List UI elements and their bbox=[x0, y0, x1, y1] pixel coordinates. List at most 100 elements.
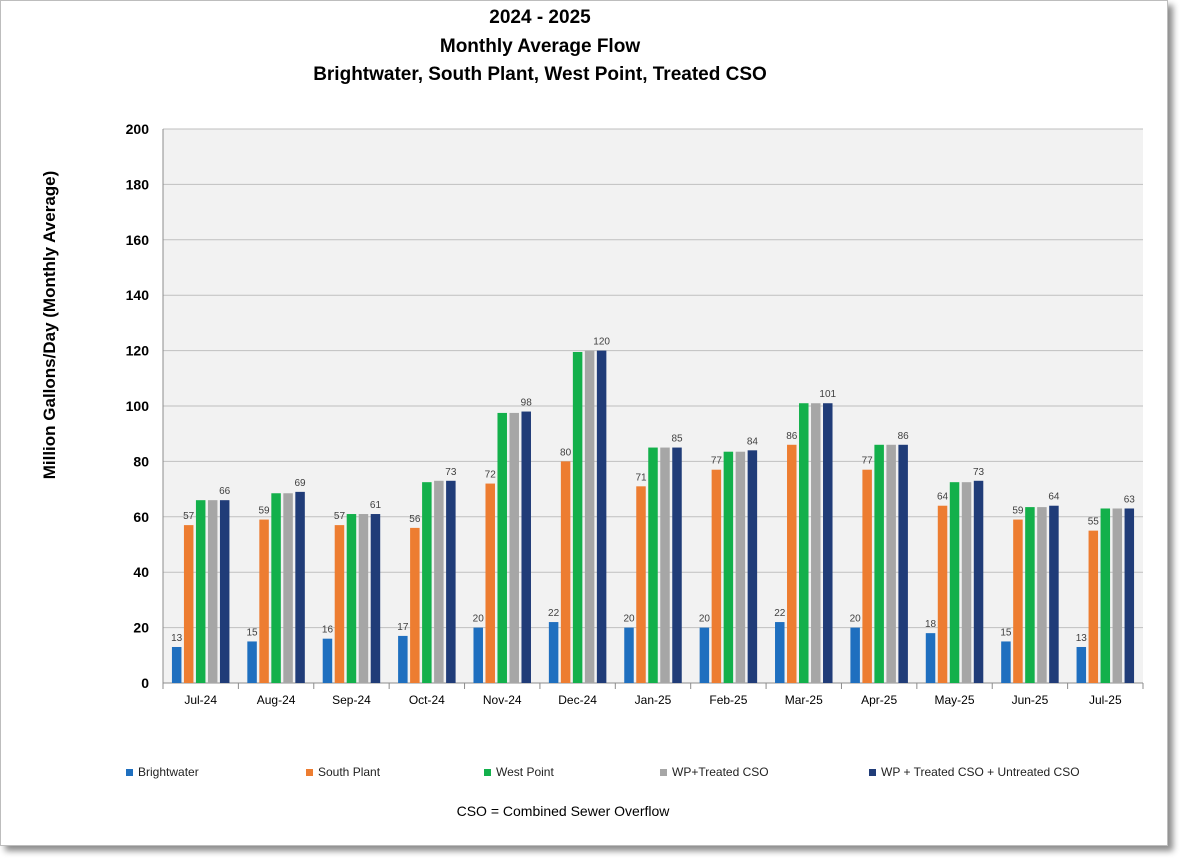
bar-wp-treated-cso bbox=[283, 493, 293, 683]
bar-west-point bbox=[497, 412, 507, 683]
bar-west-point bbox=[271, 493, 281, 683]
data-label: 64 bbox=[937, 492, 949, 503]
chart-title-line-2: Monthly Average Flow bbox=[439, 36, 641, 57]
bar-brightwater bbox=[398, 635, 408, 683]
data-label: 13 bbox=[171, 633, 183, 644]
bar-south-plant bbox=[636, 486, 646, 683]
data-label: 64 bbox=[1048, 492, 1060, 503]
bar-wp-treated-cso bbox=[584, 350, 595, 683]
data-label: 18 bbox=[925, 619, 937, 630]
bar-south-plant bbox=[711, 469, 722, 683]
y-tick-label: 180 bbox=[126, 176, 150, 192]
bar-brightwater bbox=[624, 627, 634, 683]
bar-wp-treated-cso-untreated-cso bbox=[596, 350, 607, 683]
bar-west-point bbox=[874, 444, 884, 683]
chart-plot: 0 20 40 60 80 100 120 140 160 180 200 Jul-24 Aug-24 S… bbox=[126, 121, 1144, 707]
legend-item-brightwater: Brightwater bbox=[126, 765, 199, 779]
bar-wp-treated-cso bbox=[509, 412, 519, 683]
x-tick-label: Sep-24 bbox=[332, 693, 371, 707]
bar-south-plant bbox=[937, 505, 948, 683]
bar-wp-treated-cso-untreated-cso bbox=[295, 491, 305, 683]
data-label: 22 bbox=[548, 608, 560, 619]
legend-label-wp-treated-cso: WP+Treated CSO bbox=[672, 765, 769, 779]
bar-brightwater bbox=[473, 627, 483, 683]
x-tick-label: Jan-25 bbox=[635, 693, 672, 707]
bar-brightwater bbox=[1001, 641, 1011, 683]
y-tick-label: 40 bbox=[133, 564, 149, 580]
data-label: 15 bbox=[1000, 627, 1012, 638]
y-tick-label: 160 bbox=[126, 232, 150, 248]
bar-south-plant bbox=[1013, 519, 1023, 683]
bar-brightwater bbox=[548, 622, 559, 683]
bar-wp-treated-cso-untreated-cso bbox=[521, 411, 531, 683]
bar-south-plant bbox=[1088, 530, 1099, 683]
legend-item-wp-treated-untreated-cso: WP + Treated CSO + Untreated CSO bbox=[869, 765, 1080, 779]
bar-south-plant bbox=[334, 525, 345, 683]
bar-wp-treated-cso-untreated-cso bbox=[747, 450, 758, 683]
bar-west-point bbox=[422, 482, 432, 683]
bar-west-point bbox=[572, 351, 583, 683]
bar-brightwater bbox=[171, 646, 182, 683]
legend-label-wp-treated-untreated-cso: WP + Treated CSO + Untreated CSO bbox=[881, 765, 1080, 779]
y-tick-label: 80 bbox=[133, 453, 149, 469]
data-label: 120 bbox=[593, 337, 610, 348]
bar-wp-treated-cso bbox=[434, 480, 444, 683]
bar-wp-treated-cso-untreated-cso bbox=[446, 480, 456, 683]
x-tick-label: Aug-24 bbox=[257, 693, 296, 707]
bar-wp-treated-cso-untreated-cso bbox=[1049, 505, 1059, 683]
x-tick-label: Jun-25 bbox=[1012, 693, 1049, 707]
bar-wp-treated-cso-untreated-cso bbox=[219, 500, 230, 683]
y-tick-label: 120 bbox=[126, 343, 150, 359]
data-label: 73 bbox=[445, 467, 457, 478]
footnote: CSO = Combined Sewer Overflow bbox=[456, 803, 670, 819]
legend-label-brightwater: Brightwater bbox=[138, 765, 199, 779]
x-tick-label: Oct-24 bbox=[409, 693, 445, 707]
data-label: 98 bbox=[521, 398, 533, 409]
bar-south-plant bbox=[183, 525, 194, 683]
legend-swatch-west-point bbox=[484, 768, 491, 776]
bar-south-plant bbox=[410, 527, 420, 683]
bar-west-point bbox=[195, 500, 206, 683]
bar-wp-treated-cso bbox=[811, 403, 821, 683]
bar-wp-treated-cso-untreated-cso bbox=[973, 480, 984, 683]
data-label: 57 bbox=[183, 511, 195, 522]
data-label: 77 bbox=[711, 456, 723, 467]
data-label: 57 bbox=[334, 511, 346, 522]
bar-south-plant bbox=[862, 469, 872, 683]
chart-title-line-3: Brightwater, South Plant, West Point, Tr… bbox=[313, 64, 767, 85]
data-label: 80 bbox=[560, 447, 572, 458]
bar-brightwater bbox=[925, 633, 936, 683]
data-label: 22 bbox=[774, 608, 786, 619]
x-tick-label: Nov-24 bbox=[483, 693, 522, 707]
x-tick-label: Feb-25 bbox=[709, 693, 747, 707]
data-label: 59 bbox=[259, 506, 271, 517]
data-label: 73 bbox=[973, 467, 985, 478]
bar-wp-treated-cso bbox=[886, 444, 896, 683]
data-label: 55 bbox=[1088, 517, 1100, 528]
bar-wp-treated-cso bbox=[1112, 508, 1123, 683]
data-label: 20 bbox=[623, 614, 635, 625]
bar-south-plant bbox=[485, 483, 495, 683]
y-tick-label: 140 bbox=[126, 287, 150, 303]
data-label: 63 bbox=[1124, 494, 1136, 505]
data-label: 56 bbox=[409, 514, 421, 525]
legend-swatch-south-plant bbox=[306, 768, 313, 776]
bar-wp-treated-cso bbox=[735, 451, 746, 683]
legend-swatch-brightwater bbox=[126, 768, 133, 776]
x-tick-label: Dec-24 bbox=[558, 693, 597, 707]
bar-west-point bbox=[346, 514, 357, 683]
chart-title-line-1: 2024 - 2025 bbox=[489, 7, 591, 28]
bar-wp-treated-cso-untreated-cso bbox=[672, 447, 682, 683]
x-tick-label: Mar-25 bbox=[785, 693, 823, 707]
bar-brightwater bbox=[775, 622, 785, 683]
y-tick-label: 60 bbox=[133, 509, 149, 525]
data-label: 84 bbox=[747, 436, 759, 447]
data-label: 66 bbox=[219, 486, 231, 497]
bar-west-point bbox=[1025, 507, 1035, 683]
data-label: 15 bbox=[247, 627, 259, 638]
data-label: 72 bbox=[485, 470, 497, 481]
bar-wp-treated-cso bbox=[961, 482, 972, 683]
bar-brightwater bbox=[850, 627, 860, 683]
data-label: 86 bbox=[786, 431, 798, 442]
data-label: 17 bbox=[397, 622, 409, 633]
